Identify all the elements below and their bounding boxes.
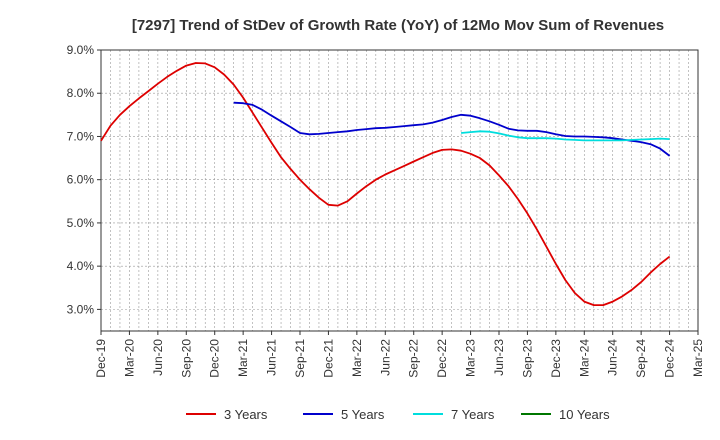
x-tick-label: Dec-21 (321, 339, 335, 378)
x-tick-label: Jun-21 (265, 339, 279, 376)
x-tick-label: Mar-25 (691, 339, 705, 377)
x-tick-label: Mar-21 (236, 339, 250, 377)
legend-label: 5 Years (341, 407, 385, 422)
legend-label: 3 Years (224, 407, 268, 422)
y-tick-label: 3.0% (67, 302, 95, 316)
x-tick-label: Mar-23 (464, 339, 478, 377)
y-axis-ticks: 3.0% 4.0% 5.0% 6.0% 7.0% 8.0% 9.0% (67, 43, 101, 316)
x-tick-label: Jun-22 (378, 339, 392, 376)
x-tick-label: Jun-24 (606, 339, 620, 376)
series-line-3-years (100, 62, 671, 307)
x-tick-label: Sep-23 (520, 339, 534, 378)
x-tick-label: Mar-20 (122, 339, 136, 377)
plot-area (101, 50, 698, 331)
legend-label: 7 Years (451, 407, 495, 422)
x-tick-label: Sep-22 (407, 339, 421, 378)
y-tick-label: 4.0% (67, 259, 95, 273)
x-tick-label: Dec-22 (435, 339, 449, 378)
y-tick-label: 6.0% (67, 173, 95, 187)
plot-frame (100, 49, 699, 332)
x-tick-label: Sep-24 (634, 339, 648, 378)
y-tick-label: 8.0% (67, 86, 95, 100)
y-tick-label: 9.0% (67, 43, 95, 57)
series-line-7-years (461, 130, 670, 142)
legend: 3 Years 5 Years 7 Years 10 Years (186, 407, 610, 422)
y-tick-label: 5.0% (67, 216, 95, 230)
x-tick-label: Dec-20 (208, 339, 222, 378)
series-lines (100, 62, 671, 307)
x-tick-label: Mar-22 (350, 339, 364, 377)
x-tick-label: Dec-24 (663, 339, 677, 378)
x-axis-ticks: Dec-19 Mar-20 Jun-20 Sep-20 Dec-20 Mar-21 Jun-… (94, 331, 705, 378)
x-tick-label: Dec-19 (94, 339, 108, 378)
y-tick-label: 7.0% (67, 129, 95, 143)
x-tick-label: Sep-20 (179, 339, 193, 378)
x-tick-label: Mar-24 (577, 339, 591, 377)
x-tick-label: Jun-20 (151, 339, 165, 376)
x-tick-label: Sep-21 (293, 339, 307, 378)
x-tick-label: Dec-23 (549, 339, 563, 378)
chart-title: [7297] Trend of StDev of Growth Rate (Yo… (132, 17, 664, 34)
legend-label: 10 Years (559, 407, 610, 422)
series-line-5-years (233, 101, 671, 157)
x-tick-label: Jun-23 (492, 339, 506, 376)
